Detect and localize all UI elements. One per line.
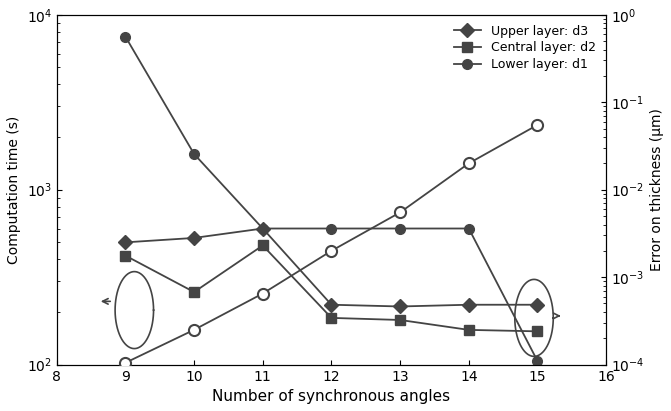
Y-axis label: Error on thickness (μm): Error on thickness (μm): [650, 108, 664, 271]
X-axis label: Number of synchronous angles: Number of synchronous angles: [212, 389, 450, 404]
Y-axis label: Computation time (s): Computation time (s): [7, 115, 21, 264]
Legend: Upper layer: d3, Central layer: d2, Lower layer: d1: Upper layer: d3, Central layer: d2, Lowe…: [450, 21, 600, 75]
